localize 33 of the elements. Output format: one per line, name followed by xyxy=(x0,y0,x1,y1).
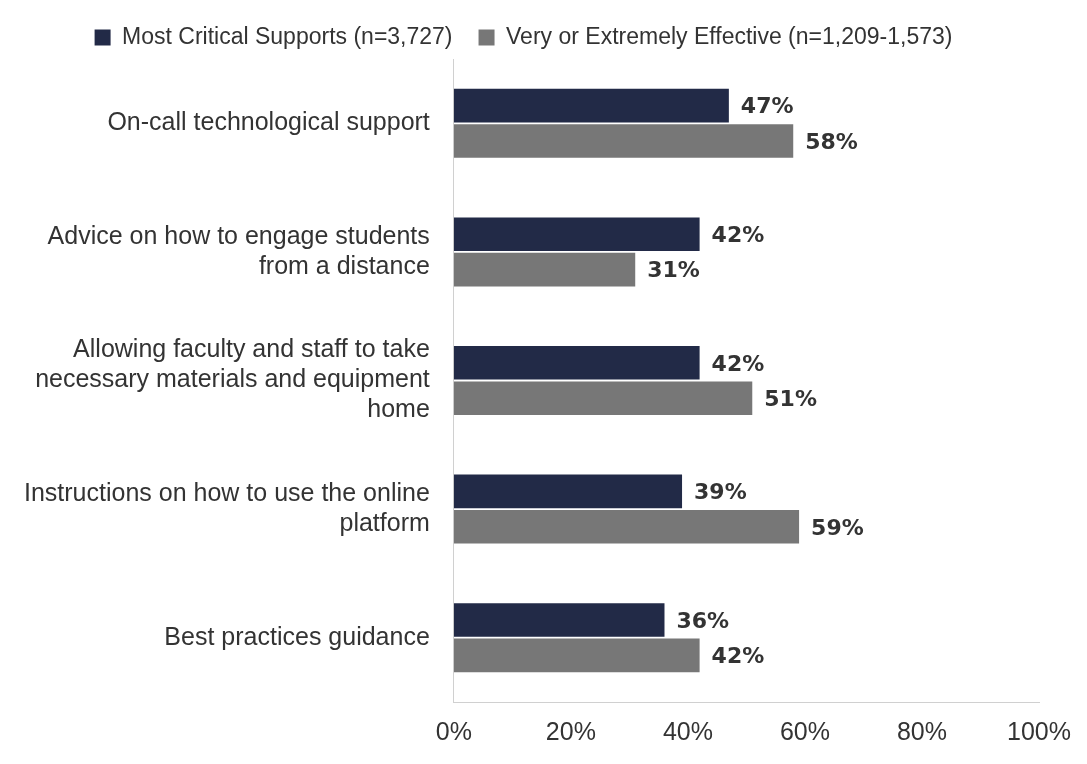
text: 31% xyxy=(647,257,700,283)
y-tick-label: Best practices guidance xyxy=(164,621,430,650)
text: 39% xyxy=(694,479,747,505)
y-tick-label: On-call technological support xyxy=(107,107,430,136)
bar xyxy=(453,474,683,509)
bar xyxy=(453,346,700,380)
bar xyxy=(453,88,729,123)
text: 42% xyxy=(711,350,765,376)
text: 51% xyxy=(764,385,817,411)
text: 59% xyxy=(811,514,864,540)
x-tick-label: 40% xyxy=(662,716,713,745)
legend-label: Very or Extremely Effective (n=1,209-1,573) xyxy=(506,22,953,49)
text: 47% xyxy=(740,93,794,119)
y-tick-label: Allowing faculty and staff to take necessary materials and equipment home xyxy=(35,334,430,423)
x-tick-label: 100% xyxy=(1007,716,1072,745)
x-tick-label: 0% xyxy=(435,716,472,745)
x-tick-label: 60% xyxy=(779,716,830,745)
bar xyxy=(453,381,753,415)
x-tick-label: 20% xyxy=(545,716,596,745)
bar xyxy=(453,638,700,673)
y-tick-label: Instructions on how to use the online platform xyxy=(24,477,430,536)
text: 58% xyxy=(805,128,858,154)
bar xyxy=(453,603,665,637)
bar xyxy=(453,252,636,287)
bar xyxy=(453,509,800,544)
y-tick-label: Advice on how to engage students from a distance xyxy=(47,220,430,279)
bar xyxy=(453,217,700,252)
text: 42% xyxy=(711,643,765,669)
bar xyxy=(453,124,794,158)
legend-label: Most Critical Supports (n=3,727) xyxy=(122,22,453,49)
text: 36% xyxy=(676,607,730,633)
x-tick-label: 80% xyxy=(896,716,948,745)
text: 42% xyxy=(711,221,765,247)
